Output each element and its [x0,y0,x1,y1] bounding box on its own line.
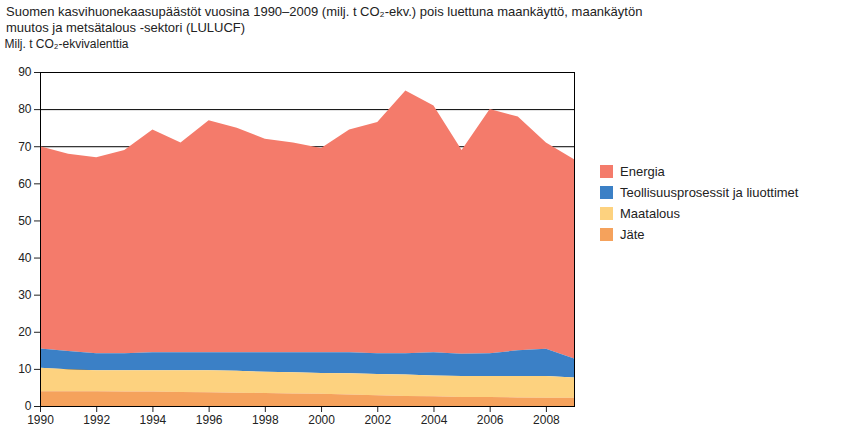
svg-text:90: 90 [18,65,32,79]
svg-text:20: 20 [18,325,32,339]
svg-text:1998: 1998 [252,413,279,427]
svg-text:1990: 1990 [27,413,54,427]
html-text:Jäte: Jäte [620,227,645,242]
svg-text:2002: 2002 [364,413,391,427]
svg-text:2000: 2000 [308,413,335,427]
svg-text:70: 70 [18,140,32,154]
html-text:Teollisuusprosessit ja liuotti: Teollisuusprosessit ja liuottimet [620,185,799,200]
svg-text:1994: 1994 [140,413,167,427]
svg-text:0: 0 [25,399,32,413]
svg-text:2004: 2004 [421,413,448,427]
html-text:Suomen kasvihuonekaasupäästöt: Suomen kasvihuonekaasupäästöt vuosina 19… [6,4,643,35]
svg-text:Milj. t CO₂-ekvivalenttia: Milj. t CO₂-ekvivalenttia [5,37,129,51]
svg-text:10: 10 [18,362,32,376]
html-text:Energia: Energia [620,164,665,179]
svg-text:30: 30 [18,288,32,302]
svg-text:80: 80 [18,102,32,116]
svg-text:2008: 2008 [533,413,560,427]
html-text:Maatalous: Maatalous [620,206,680,221]
svg-text:40: 40 [18,251,32,265]
svg-text:1992: 1992 [83,413,110,427]
svg-text:50: 50 [18,214,32,228]
svg-text:2006: 2006 [477,413,504,427]
svg-text:60: 60 [18,177,32,191]
svg-text:1996: 1996 [196,413,223,427]
